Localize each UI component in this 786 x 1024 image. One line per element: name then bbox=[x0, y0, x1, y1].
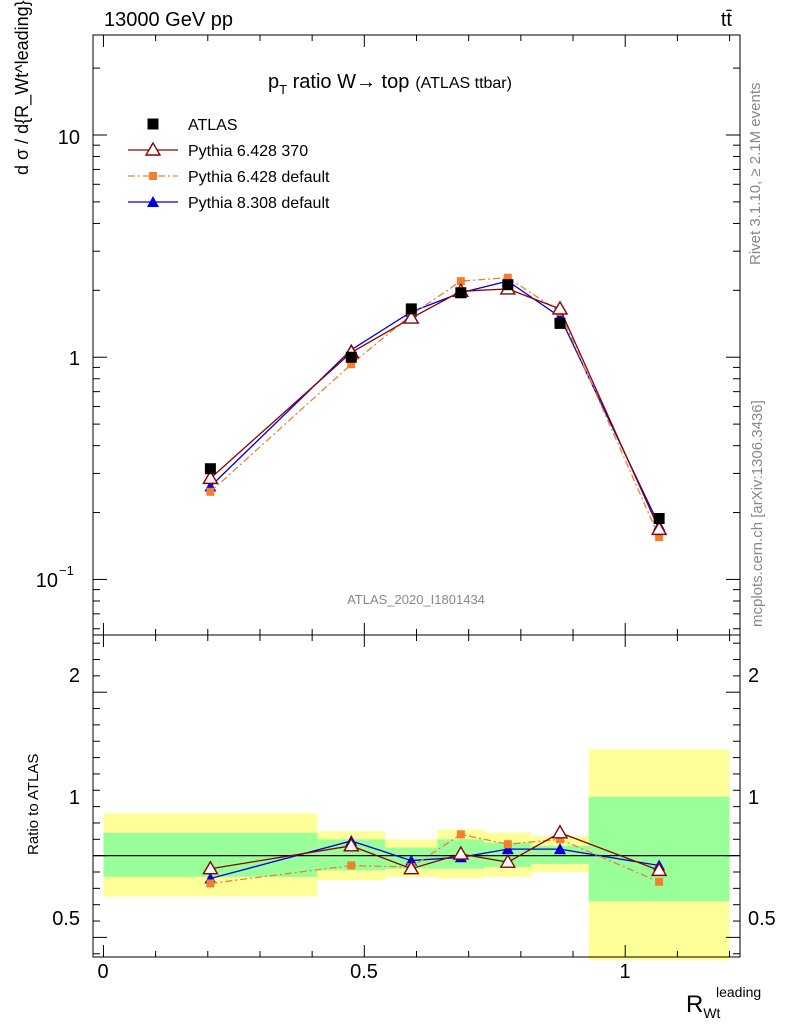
legend-marker-pythia-6-428-370 bbox=[146, 143, 160, 155]
point-atlas-3 bbox=[455, 287, 466, 298]
legend-marker-atlas bbox=[148, 119, 159, 130]
upper-y-tick-label-0.1: 10 bbox=[36, 570, 58, 592]
legend: ATLAS Pythia 6.428 370 Pythia 6.428 defaul… bbox=[128, 117, 330, 212]
rivet-label: Rivet 3.1.10, ≥ 2.1M events bbox=[747, 83, 764, 266]
x-tick-label-0.5: 0.5 bbox=[350, 961, 378, 983]
upper-y-tick-exponent: −1 bbox=[59, 563, 74, 578]
uncertainty-bands bbox=[93, 749, 740, 960]
upper-series bbox=[203, 274, 666, 541]
lower-y-tick-label-1: 1 bbox=[69, 787, 80, 809]
series-line-pythia-6-428-370 bbox=[210, 289, 659, 529]
analysis-label: ATLAS_2020_I1801434 bbox=[347, 592, 485, 607]
legend-label-pythia-8-308-default: Pythia 8.308 default bbox=[188, 195, 330, 212]
ratio-point-pythia-6-428-default-0 bbox=[206, 879, 214, 887]
upper-y-tick-label-10: 10 bbox=[58, 127, 80, 149]
legend-label-pythia-6-428-default: Pythia 6.428 default bbox=[188, 169, 330, 186]
plot-canvas: ATLAS Pythia 6.428 370 Pythia 6.428 defaul… bbox=[0, 0, 786, 1024]
point-atlas-1 bbox=[346, 352, 357, 363]
legend-label-pythia-6-428-370: Pythia 6.428 370 bbox=[188, 143, 308, 160]
x-axis-label-superscript: leading bbox=[716, 984, 761, 1000]
x-tick-label-1: 1 bbox=[619, 961, 630, 983]
point-atlas-2 bbox=[406, 303, 417, 314]
point-atlas-0 bbox=[205, 463, 216, 474]
ratio-point-pythia-6-428-default-3 bbox=[457, 830, 465, 838]
point-atlas-4 bbox=[502, 279, 513, 290]
lower-y-axis-label: Ratio to ATLAS bbox=[25, 754, 42, 855]
ratio-point-pythia-6-428-370-5 bbox=[553, 826, 567, 838]
lower-y-tick-label-0.5-right: 0.5 bbox=[748, 908, 776, 930]
mcplots-label: mcplots.cern.ch [arXiv:1306.3436] bbox=[749, 400, 766, 627]
series-line-pythia-8-308-default bbox=[210, 281, 659, 525]
series-line-pythia-6-428-default bbox=[210, 278, 659, 537]
legend-label-atlas: ATLAS bbox=[188, 117, 238, 134]
process-label: tt̄ bbox=[721, 9, 733, 31]
ratio-point-pythia-6-428-default-1 bbox=[347, 861, 355, 869]
svg-text:d σ / d{R_Wt^leading}: d σ / d{R_Wt^leading} bbox=[12, 0, 33, 175]
point-atlas-6 bbox=[654, 513, 665, 524]
ratio-point-pythia-6-428-default-6 bbox=[655, 878, 663, 886]
lower-y-tick-label-2-right: 2 bbox=[748, 665, 759, 687]
lower-y-tick-label-1-right: 1 bbox=[748, 787, 759, 809]
point-pythia-6-428-370-6 bbox=[652, 522, 666, 534]
lower-y-tick-label-0.5: 0.5 bbox=[52, 908, 80, 930]
chart-title: pT ratio W→ top (ATLAS ttbar) bbox=[268, 71, 512, 97]
upper-y-axis-label: d σ / d{R_Wt^leading} bbox=[12, 0, 33, 175]
upper-y-tick-label-1: 1 bbox=[69, 348, 80, 370]
ratio-point-pythia-6-428-default-4 bbox=[504, 840, 512, 848]
legend-marker-pythia-6-428-default bbox=[149, 172, 157, 180]
energy-label: 13000 GeV pp bbox=[104, 9, 233, 31]
lower-y-tick-label-2: 2 bbox=[69, 665, 80, 687]
x-tick-label-0: 0 bbox=[97, 961, 108, 983]
point-atlas-5 bbox=[554, 318, 565, 329]
point-pythia-6-428-default-0 bbox=[206, 488, 214, 496]
